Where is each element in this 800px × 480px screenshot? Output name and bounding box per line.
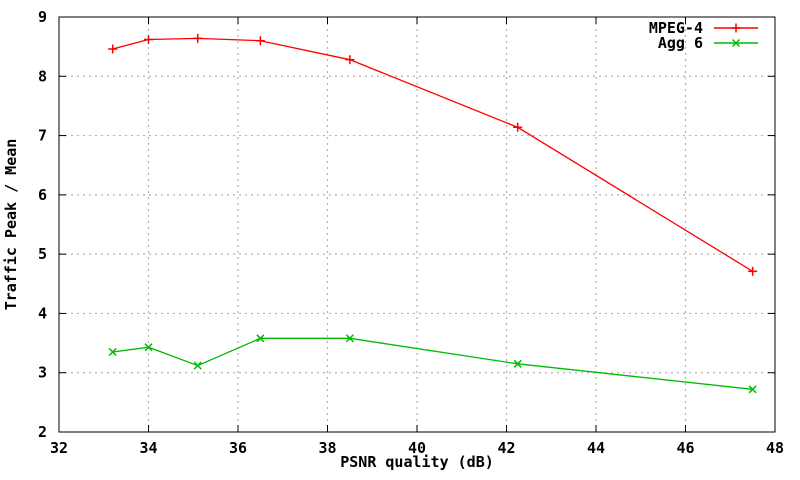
y-tick-label: 2 <box>38 423 47 441</box>
y-tick-label: 3 <box>38 364 47 382</box>
y-tick-label: 5 <box>38 245 47 263</box>
x-marker-icon <box>144 343 153 352</box>
y-tick-label: 7 <box>38 127 47 145</box>
series-mpeg-4 <box>108 33 758 276</box>
ticks <box>58 16 776 433</box>
x-axis-label: PSNR quality (dB) <box>340 453 494 471</box>
x-tick-label: 38 <box>318 439 336 457</box>
x-tick-label: 36 <box>229 439 247 457</box>
y-tick-label: 9 <box>38 8 47 26</box>
x-marker-icon <box>513 359 522 368</box>
legend-label: Agg 6 <box>658 34 703 52</box>
x-marker-icon <box>193 361 202 370</box>
x-marker-icon <box>256 334 265 343</box>
series-agg-6 <box>108 334 757 394</box>
x-marker-icon <box>108 347 117 357</box>
x-tick-label: 42 <box>497 439 515 457</box>
x-marker-icon <box>345 334 354 343</box>
legend-label: MPEG-4 <box>649 19 703 37</box>
legend-sample <box>714 38 758 48</box>
x-tick-label: 48 <box>766 439 784 457</box>
series-markers <box>108 33 758 276</box>
y-tick-label: 8 <box>38 67 47 85</box>
x-tick-label: 44 <box>587 439 605 457</box>
x-tick-label: 32 <box>50 439 68 457</box>
y-tick-label: 4 <box>38 304 47 322</box>
legend-sample <box>714 23 758 33</box>
x-marker-icon <box>748 385 757 394</box>
x-marker-icon <box>731 38 741 48</box>
y-tick-label: 6 <box>38 186 47 204</box>
x-tick-label: 34 <box>139 439 157 457</box>
x-tick-label: 40 <box>408 439 426 457</box>
y-axis-label: Traffic Peak / Mean <box>2 139 20 311</box>
x-tick-label: 46 <box>676 439 694 457</box>
series-markers <box>108 334 757 394</box>
